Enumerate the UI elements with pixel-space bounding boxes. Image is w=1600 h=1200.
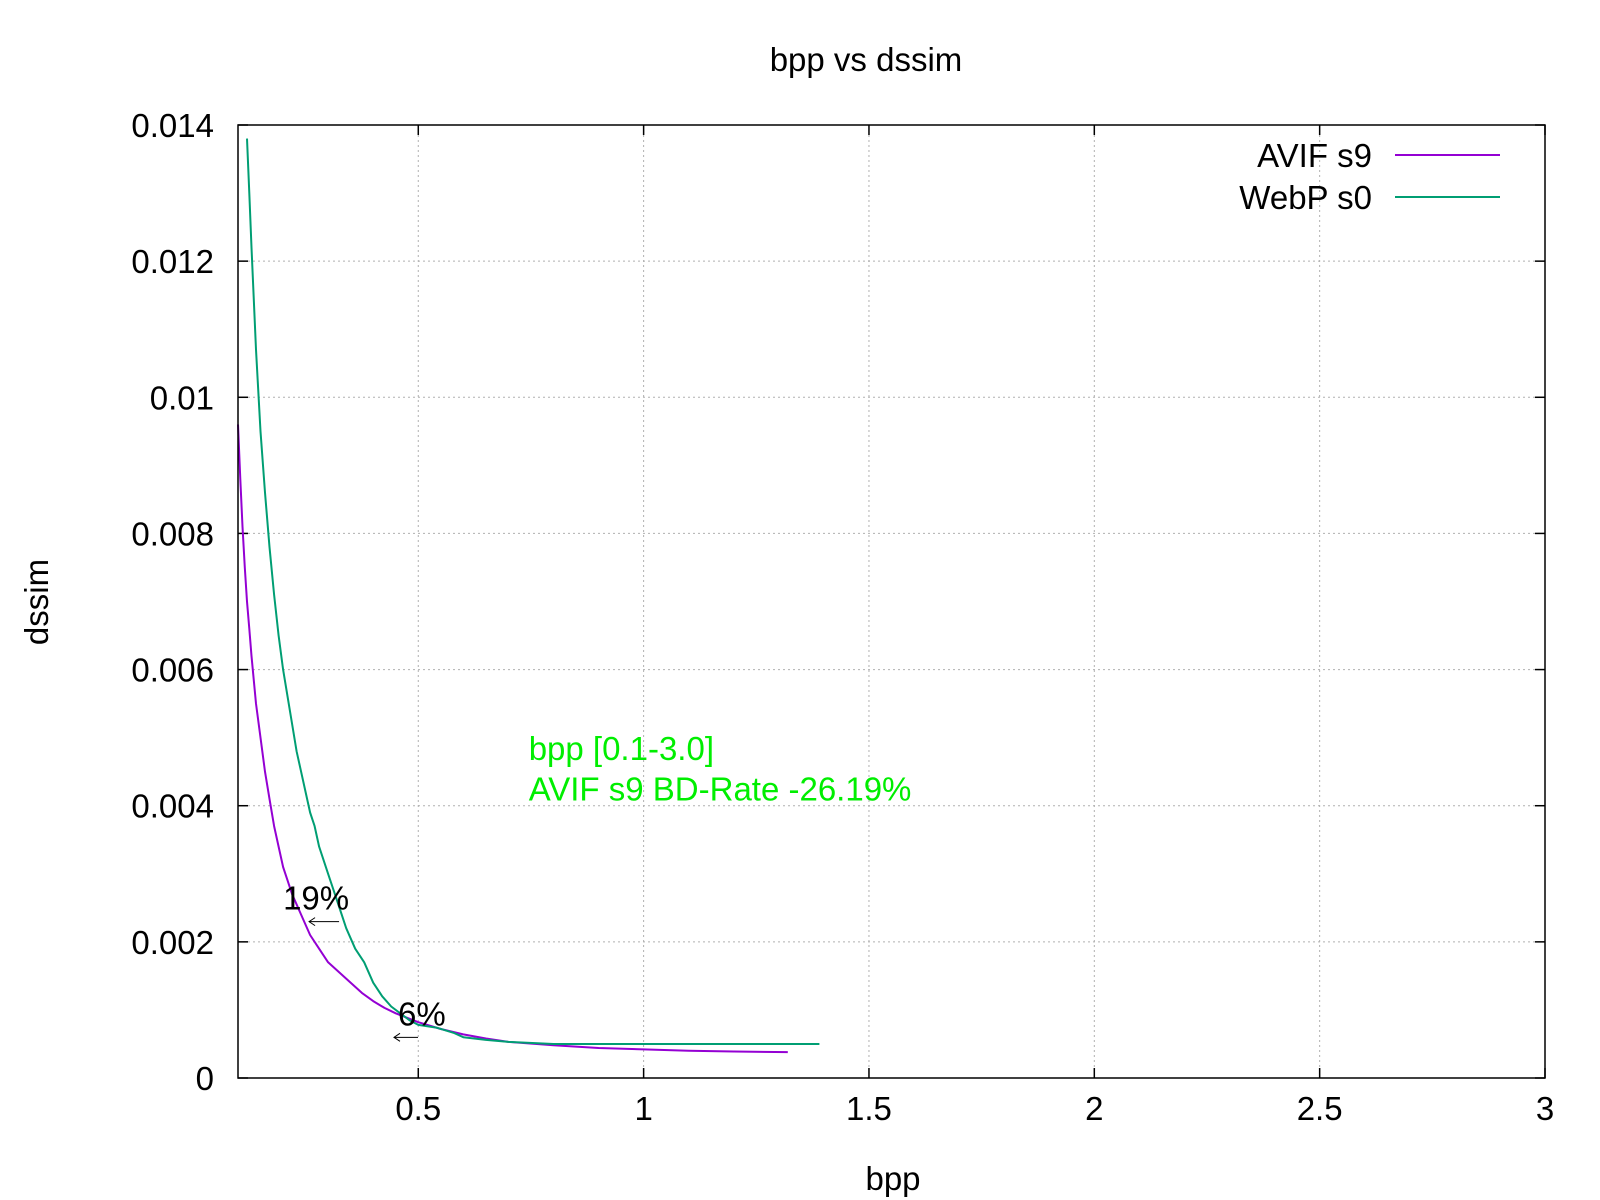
x-tick-label: 1 [634,1090,652,1127]
x-tick-label: 1.5 [846,1090,892,1127]
x-tick-label: 0.5 [395,1090,441,1127]
legend: AVIF s9 WebP s0 [1239,137,1500,216]
y-tick-label: 0.008 [131,515,214,552]
chart-title: bpp vs dssim [770,41,963,78]
gap-annotation: 19% [283,880,349,917]
gap-arrow-head [308,917,316,927]
series-line-webp-s0 [246,138,820,1045]
legend-label: WebP s0 [1239,179,1372,216]
annotations: 19% 6% [283,880,446,1042]
bd-rate-range-label: bpp [0.1-3.0] [529,730,714,767]
y-axis-label: dssim [18,559,55,645]
x-tick-label: 2 [1085,1090,1103,1127]
y-tick-label: 0.004 [131,788,214,825]
y-tick-label: 0.014 [131,107,214,144]
y-tick-label: 0.01 [150,379,214,416]
y-tick-label: 0.002 [131,924,214,961]
axis-ticks: 0.5 1 1.5 2 2.5 3 0 0.002 0.004 0.006 0.008 0.01 0.0… [131,107,1554,1127]
gap-annotation: 6% [398,995,446,1032]
x-tick-label: 2.5 [1297,1090,1343,1127]
y-tick-label: 0.012 [131,243,214,280]
data-series [237,138,820,1054]
bd-rate-result-label: AVIF s9 BD-Rate -26.19% [529,771,912,808]
legend-label: AVIF s9 [1257,137,1372,174]
y-tick-label: 0 [196,1060,214,1097]
gap-arrow-head [393,1032,401,1042]
x-axis-label: bpp [865,1160,920,1197]
grid-lines [238,125,1545,1078]
plot-frame [237,124,1546,1079]
x-tick-label: 3 [1536,1090,1554,1127]
y-tick-label: 0.006 [131,652,214,689]
